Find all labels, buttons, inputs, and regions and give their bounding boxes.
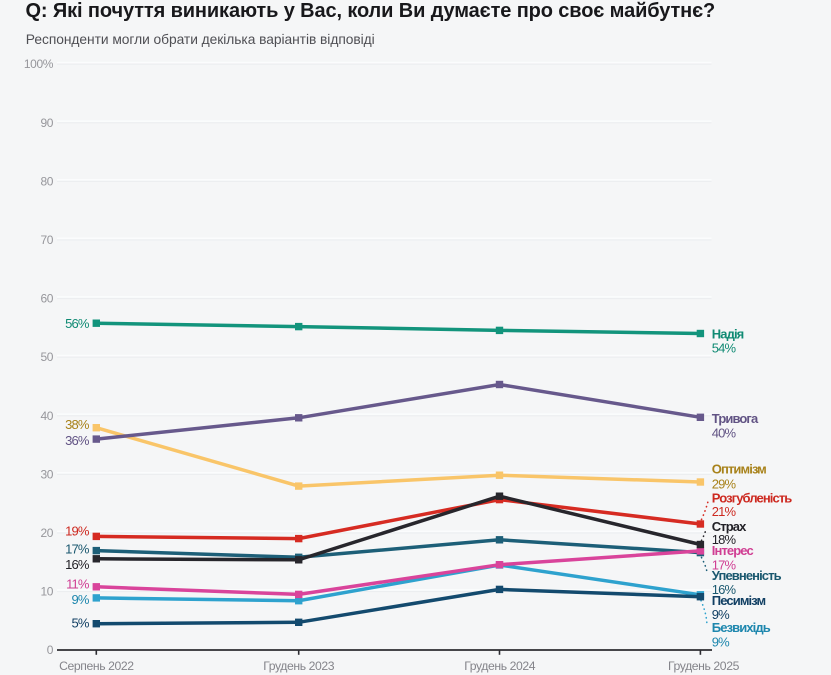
svg-text:10: 10 [40,585,53,599]
svg-text:70: 70 [40,233,53,247]
svg-text:Респонденти могли обрати декіл: Респонденти могли обрати декілька варіан… [26,32,375,47]
svg-text:60: 60 [40,292,53,306]
svg-text:Грудень 2025: Грудень 2025 [668,659,740,673]
svg-text:56%: 56% [65,316,90,331]
svg-text:38%: 38% [65,417,90,432]
svg-text:30: 30 [40,467,53,481]
svg-text:11%: 11% [66,577,90,592]
svg-text:40%: 40% [712,425,737,440]
svg-text:90: 90 [40,116,53,130]
svg-text:Тривога: Тривога [712,411,759,426]
svg-text:Страх: Страх [712,519,747,534]
svg-text:54%: 54% [712,341,737,356]
svg-text:9%: 9% [72,592,90,607]
svg-text:Розгубленість: Розгубленість [712,490,793,505]
svg-text:18%: 18% [712,532,737,547]
svg-text:80: 80 [40,174,53,188]
svg-text:16%: 16% [712,582,737,597]
svg-text:20: 20 [40,526,53,540]
svg-text:5%: 5% [72,616,90,631]
svg-text:9%: 9% [712,607,730,622]
svg-text:Оптимізм: Оптимізм [712,462,766,477]
svg-text:21%: 21% [712,504,737,519]
svg-text:Упевненість: Упевненість [712,568,782,583]
svg-text:17%: 17% [712,558,737,573]
svg-text:0: 0 [47,643,54,657]
svg-text:Серпень 2022: Серпень 2022 [59,659,134,673]
svg-text:19%: 19% [65,524,90,539]
svg-text:29%: 29% [712,476,737,491]
svg-text:Песимізм: Песимізм [712,593,766,608]
svg-text:9%: 9% [712,635,730,650]
svg-text:Грудень 2023: Грудень 2023 [263,659,335,673]
svg-text:Q: Які почуття виникають у Вас: Q: Які почуття виникають у Вас, коли Ви … [26,0,716,22]
svg-text:16%: 16% [65,557,90,572]
svg-text:Надія: Надія [712,327,744,342]
svg-text:40: 40 [40,409,53,423]
svg-text:50: 50 [40,350,53,364]
svg-text:Безвихідь: Безвихідь [712,620,771,635]
svg-text:100%: 100% [24,57,54,71]
svg-text:Грудень 2024: Грудень 2024 [464,659,536,673]
svg-text:36%: 36% [65,433,90,448]
svg-text:17%: 17% [65,542,90,557]
svg-text:Інтерес: Інтерес [712,543,754,558]
